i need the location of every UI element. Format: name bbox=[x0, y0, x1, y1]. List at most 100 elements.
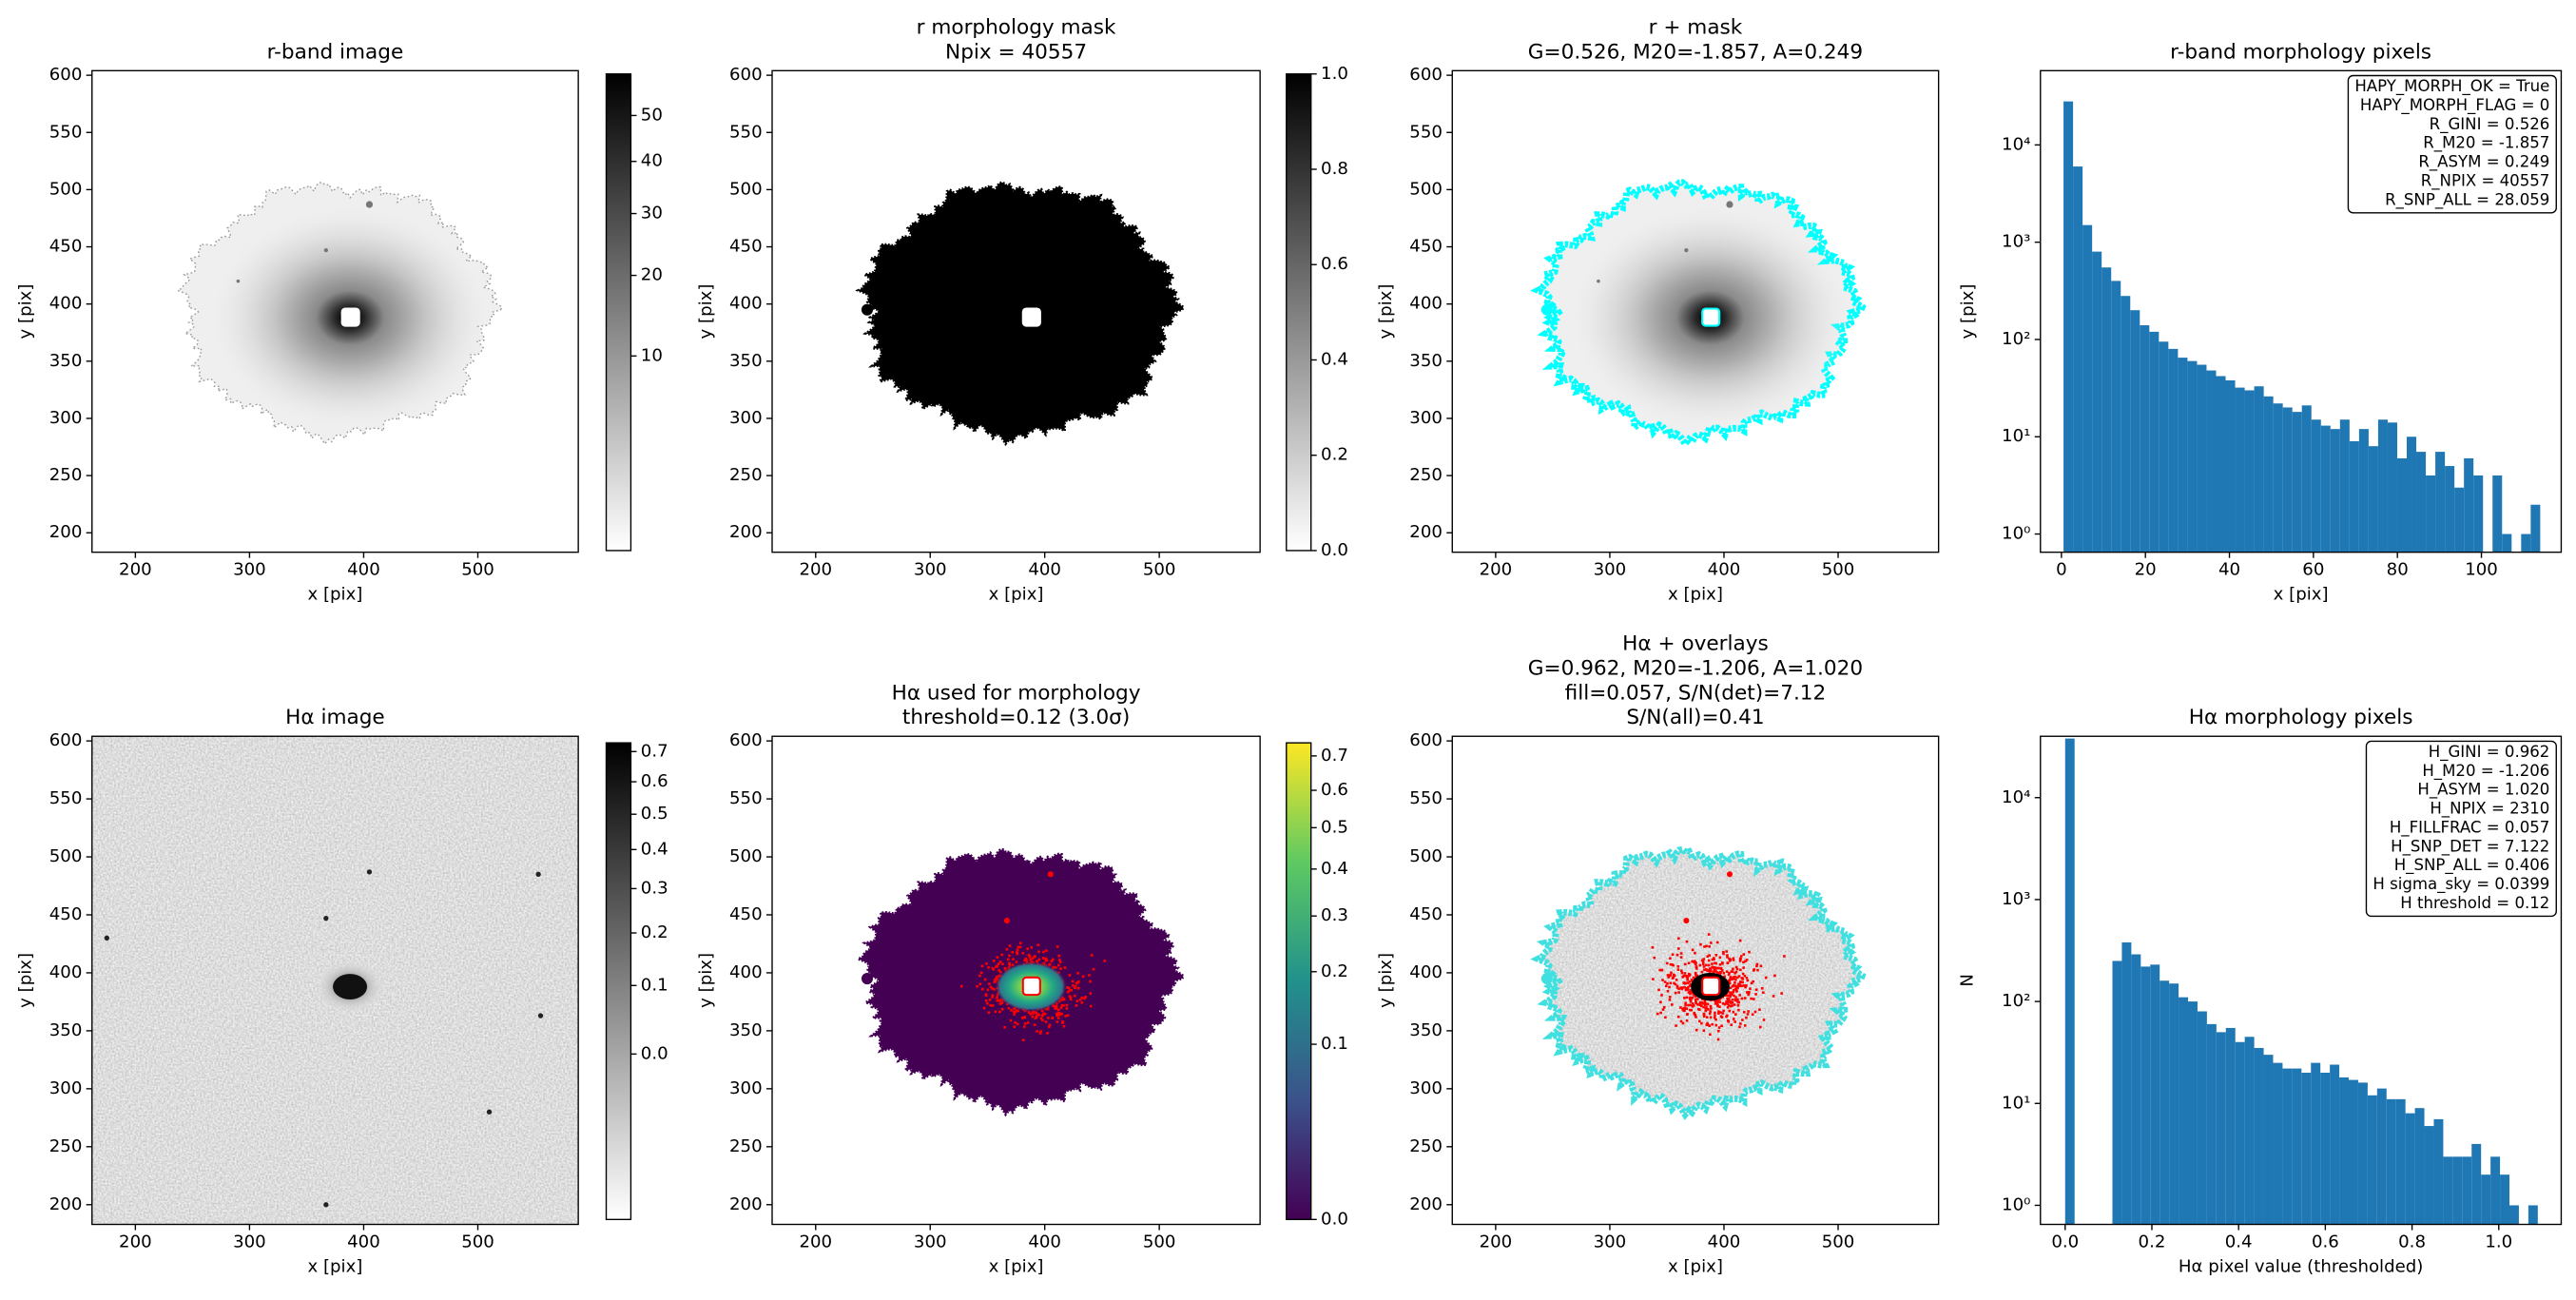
red-pixel bbox=[1671, 977, 1675, 980]
y-tick-label: 500 bbox=[49, 179, 83, 199]
red-pixel bbox=[1062, 1024, 1066, 1028]
red-pixel bbox=[1736, 1003, 1740, 1007]
bar bbox=[2464, 457, 2474, 553]
axes-frame bbox=[91, 69, 579, 553]
red-pixel bbox=[1686, 981, 1690, 984]
bar bbox=[2407, 437, 2417, 553]
red-pixel bbox=[1036, 960, 1038, 963]
star bbox=[366, 869, 373, 875]
bar bbox=[2131, 954, 2141, 1225]
red-pixel bbox=[1020, 1017, 1024, 1019]
annotation-line: H sigma_sky = 0.0399 bbox=[2373, 875, 2549, 894]
red-pixel bbox=[1741, 1019, 1744, 1021]
red-pixel bbox=[1689, 989, 1692, 992]
red-pixel bbox=[1741, 978, 1745, 980]
red-pixel bbox=[1759, 964, 1763, 968]
y-tick-label: 10² bbox=[2002, 329, 2030, 349]
red-pixel bbox=[1703, 999, 1707, 1003]
red-pixel bbox=[1713, 1016, 1716, 1019]
red-pixel bbox=[1726, 999, 1730, 1001]
red-pixel bbox=[1058, 960, 1062, 963]
red-pixel bbox=[1711, 1022, 1714, 1026]
x-axis-label: x [pix] bbox=[1668, 585, 1723, 605]
red-pixel bbox=[1764, 976, 1768, 980]
red-pixel bbox=[1728, 957, 1731, 960]
red-pixel bbox=[1735, 999, 1739, 1002]
red-pixel bbox=[1045, 949, 1048, 952]
mask bbox=[855, 181, 1186, 446]
bar bbox=[2101, 267, 2112, 553]
y-tick-label: 250 bbox=[729, 1136, 763, 1156]
red-pixel bbox=[1675, 986, 1679, 989]
red-pixel bbox=[1027, 1011, 1031, 1014]
red-pixel bbox=[1726, 997, 1729, 1000]
red-pixel bbox=[1760, 986, 1764, 990]
red-pixel bbox=[1734, 985, 1738, 989]
red-pixel bbox=[1686, 988, 1689, 991]
red-pixel bbox=[1709, 1033, 1712, 1037]
bar bbox=[2509, 1205, 2519, 1225]
y-tick-label: 200 bbox=[1409, 1194, 1443, 1214]
red-pixel bbox=[1679, 952, 1683, 955]
red-pixel bbox=[1737, 1008, 1740, 1012]
red-pixel bbox=[1018, 945, 1022, 949]
y-tick-label: 400 bbox=[729, 294, 763, 314]
red-pixel bbox=[1744, 985, 1747, 989]
masked-center bbox=[1021, 307, 1041, 327]
red-pixel bbox=[1677, 991, 1680, 994]
red-pixel bbox=[1732, 976, 1735, 980]
star bbox=[323, 247, 329, 253]
bar bbox=[2358, 429, 2369, 553]
red-pixel bbox=[1660, 968, 1664, 972]
red-pixel bbox=[1092, 967, 1095, 971]
red-pixel bbox=[1691, 960, 1694, 963]
red-pixel bbox=[992, 968, 996, 971]
bar bbox=[2063, 101, 2074, 553]
red-pixel bbox=[1730, 970, 1733, 973]
red-pixel bbox=[1024, 957, 1028, 960]
colorbar-tick-label: 40 bbox=[641, 151, 663, 171]
red-pixel bbox=[1726, 961, 1730, 965]
mask-lobe bbox=[1540, 972, 1553, 985]
bar bbox=[2481, 1174, 2491, 1225]
red-pixel bbox=[1057, 954, 1061, 958]
bar bbox=[2225, 1027, 2236, 1225]
red-pixel bbox=[1048, 1023, 1052, 1027]
colorbar-tick-label: 0.3 bbox=[1321, 905, 1348, 925]
red-pixel bbox=[1016, 1022, 1019, 1026]
red-pixel bbox=[1746, 979, 1750, 982]
bar bbox=[2112, 960, 2122, 1225]
bar bbox=[2416, 452, 2427, 553]
red-pixel bbox=[979, 971, 983, 975]
red-pixel bbox=[1025, 959, 1028, 961]
galaxy-core bbox=[333, 974, 368, 999]
red-pixel bbox=[1711, 958, 1714, 961]
star bbox=[236, 279, 241, 283]
red-pixel bbox=[1734, 987, 1737, 991]
red-pixel bbox=[1731, 978, 1734, 980]
red-pixel bbox=[1698, 1019, 1701, 1023]
red-pixel bbox=[1012, 958, 1015, 960]
y-tick-label: 600 bbox=[49, 65, 83, 85]
red-pixel bbox=[1671, 1003, 1674, 1006]
colorbar-tick-label: 0.2 bbox=[641, 922, 668, 942]
y-tick-label: 600 bbox=[729, 730, 763, 750]
red-pixel bbox=[1738, 960, 1742, 962]
bar bbox=[2159, 341, 2169, 553]
plot-area bbox=[855, 847, 1186, 1117]
red-pixel bbox=[1716, 999, 1720, 1002]
annotation-line: R_M20 = -1.857 bbox=[2423, 134, 2549, 153]
red-pixel bbox=[1066, 1014, 1070, 1018]
y-tick-label: 300 bbox=[729, 408, 763, 428]
red-pixel bbox=[1000, 953, 1003, 957]
red-pixel bbox=[1753, 1010, 1757, 1014]
red-pixel bbox=[1708, 967, 1712, 971]
x-tick-label: 40 bbox=[2218, 560, 2240, 580]
red-pixel bbox=[1739, 958, 1742, 960]
red-pixel bbox=[1068, 995, 1072, 998]
annotation-line: H_FILLFRAC = 0.057 bbox=[2390, 819, 2550, 838]
red-pixel bbox=[1679, 956, 1683, 959]
red-pixel bbox=[1713, 958, 1715, 960]
red-pixel bbox=[1016, 948, 1019, 952]
annotation-box bbox=[2347, 74, 2557, 214]
